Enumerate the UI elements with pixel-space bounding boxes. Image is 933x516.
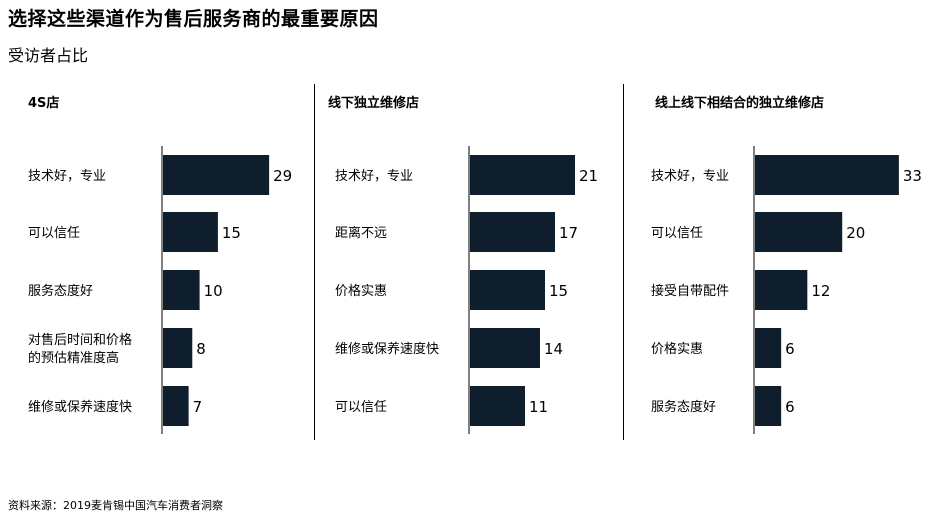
category-label-4s-3: 的预估精准度高 <box>28 350 119 366</box>
category-label-offline-0: 技术好，专业 <box>335 169 413 184</box>
category-label-4s-0: 技术好，专业 <box>28 169 106 184</box>
category-label-4s-1: 可以信任 <box>28 226 80 241</box>
bar-online-offline-1 <box>755 212 843 252</box>
category-label-4s-2: 服务态度好 <box>28 283 93 299</box>
category-label-offline-2: 价格实惠 <box>335 283 387 299</box>
bar-value-online-offline-3: 6 <box>785 340 795 358</box>
bar-value-4s-3: 8 <box>196 340 206 358</box>
category-label-online-offline-1: 可以信任 <box>651 226 703 241</box>
category-label-offline-3: 维修或保养速度快 <box>335 341 439 357</box>
bar-online-offline-3 <box>755 328 782 368</box>
bar-4s-0 <box>163 155 270 195</box>
bar-offline-3 <box>470 328 540 368</box>
category-label-online-offline-2: 接受自带配件 <box>651 283 729 299</box>
bar-value-offline-2: 15 <box>549 282 568 300</box>
panel-title-online-offline: 线上线下相结合的独立维修店 <box>655 96 825 111</box>
bar-value-4s-1: 15 <box>222 224 241 242</box>
panel-title-4s: 4S店 <box>28 96 60 111</box>
category-label-offline-4: 可以信任 <box>335 400 387 415</box>
bar-4s-3 <box>163 328 193 368</box>
bar-value-4s-2: 10 <box>204 282 223 300</box>
bar-online-offline-4 <box>755 386 782 426</box>
category-label-online-offline-0: 技术好，专业 <box>651 169 729 184</box>
bar-offline-2 <box>470 270 545 310</box>
category-label-4s-3: 对售后时间和价格 <box>28 332 132 348</box>
bar-offline-1 <box>470 212 555 252</box>
source-note: 资料来源：2019麦肯锡中国汽车消费者洞察 <box>8 499 223 512</box>
category-label-offline-1: 距离不远 <box>335 225 387 241</box>
bar-value-online-offline-4: 6 <box>785 398 795 416</box>
bar-offline-0 <box>470 155 575 195</box>
bar-online-offline-0 <box>755 155 899 195</box>
bar-value-online-offline-1: 20 <box>846 224 865 242</box>
bar-online-offline-2 <box>755 270 808 310</box>
bar-4s-2 <box>163 270 200 310</box>
bar-value-4s-4: 7 <box>193 398 203 416</box>
page-title: 选择这些渠道作为售后服务商的最重要原因 <box>8 8 379 30</box>
bar-value-offline-4: 11 <box>529 398 548 416</box>
panel-divider <box>314 84 315 440</box>
panel-title-offline: 线下独立维修店 <box>328 96 420 111</box>
category-label-4s-4: 维修或保养速度快 <box>28 399 132 415</box>
panel-divider <box>623 84 624 440</box>
bar-4s-1 <box>163 212 218 252</box>
bar-value-offline-0: 21 <box>579 167 598 185</box>
bar-value-4s-0: 29 <box>273 167 292 185</box>
category-label-online-offline-3: 价格实惠 <box>651 341 703 357</box>
page-subtitle: 受访者占比 <box>8 46 89 65</box>
bar-value-online-offline-0: 33 <box>903 167 922 185</box>
bar-offline-4 <box>470 386 525 426</box>
category-label-online-offline-4: 服务态度好 <box>651 399 716 415</box>
bar-4s-4 <box>163 386 189 426</box>
bar-value-offline-1: 17 <box>559 224 578 242</box>
bar-value-offline-3: 14 <box>544 340 563 358</box>
bar-value-online-offline-2: 12 <box>811 282 830 300</box>
